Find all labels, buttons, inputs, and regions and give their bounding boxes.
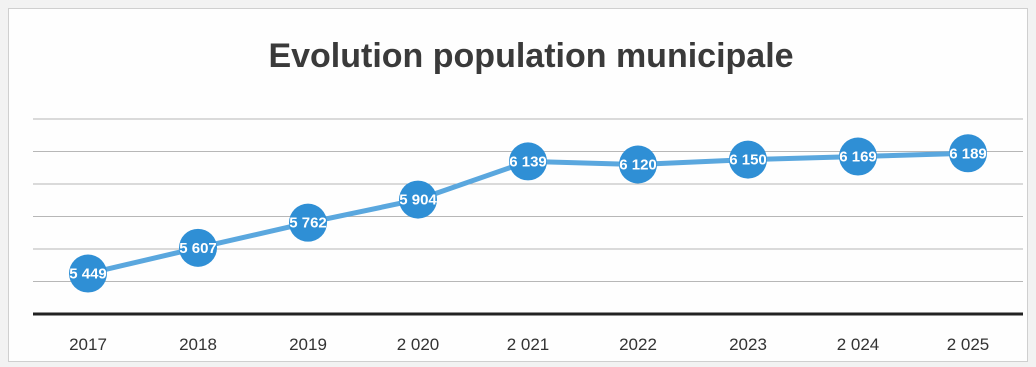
data-point-marker	[69, 254, 107, 293]
x-tick-label: 2 024	[837, 335, 880, 354]
data-point-marker	[289, 203, 327, 242]
data-label: 6 169	[839, 149, 877, 166]
data-label: 6 189	[949, 145, 987, 162]
data-point-marker	[839, 137, 877, 176]
data-label: 6 139	[509, 153, 547, 170]
chart-title: Evolution population municipale	[268, 37, 793, 75]
x-tick-label: 2017	[69, 335, 107, 354]
x-tick-label: 2018	[179, 335, 217, 354]
data-point-marker	[949, 134, 987, 173]
chart-frame: Evolution population municipale 5 449 5 6…	[8, 8, 1028, 362]
data-points-layer: 5 449 5 607 5 762 5 904 6 139 6 120 6 150 6 169…	[69, 134, 987, 293]
data-label: 5 607	[179, 240, 217, 257]
population-line-chart: Evolution population municipale 5 449 5 6…	[33, 37, 1023, 354]
x-tick-label: 2022	[619, 335, 657, 354]
data-label: 5 904	[399, 192, 437, 209]
data-label: 6 120	[619, 157, 657, 174]
x-tick-labels: 2017 2018 2019 2 020 2 021 2022 2023 2 024 2 025	[69, 335, 989, 354]
data-label: 5 762	[289, 215, 327, 232]
data-point-marker	[729, 140, 767, 179]
x-tick-label: 2023	[729, 335, 767, 354]
data-label: 5 449	[69, 266, 107, 283]
x-tick-label: 2 025	[947, 335, 990, 354]
data-point-marker	[399, 180, 437, 219]
x-tick-label: 2 020	[397, 335, 440, 354]
data-point-marker	[509, 142, 547, 181]
x-tick-label: 2019	[289, 335, 327, 354]
x-tick-label: 2 021	[507, 335, 550, 354]
data-label: 6 150	[729, 152, 767, 169]
data-point-marker	[179, 228, 217, 267]
data-point-marker	[619, 145, 657, 184]
